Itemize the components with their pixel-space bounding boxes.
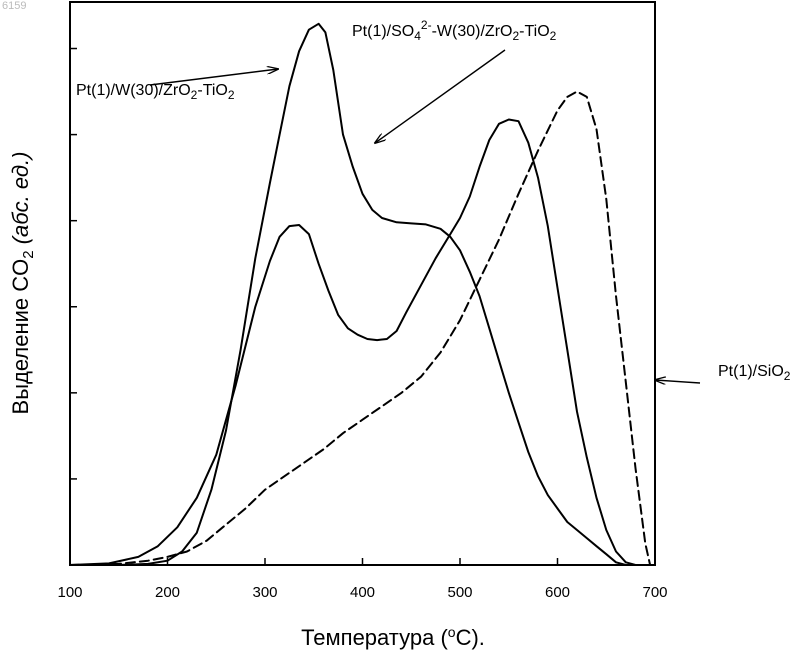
x-axis-title-part: C). [456,625,485,650]
y-axis-title: Выделение CO2 (абс. ед.) [8,152,37,415]
x-axis-title-sup: o [448,624,456,640]
callout-label-part: 2 [550,29,557,43]
x-tick-label: 500 [447,584,472,601]
x-tick-label: 200 [155,584,180,601]
x-tick-label: 300 [252,584,277,601]
x-tick-label: 400 [350,584,375,601]
x-axis-title-part: Температура ( [301,625,448,650]
callout-label-part: 2 [784,369,791,383]
callout-label-part: 2- [421,18,432,32]
callout-arrow [375,50,505,143]
x-tick-label: 700 [642,584,667,601]
series-callout-label: Pt(1)/SiO2 [718,363,791,383]
callout-label-part: Pt(1)/W(30)/ZrO [76,82,191,99]
series-line [70,24,626,565]
x-tick-label: 600 [545,584,570,601]
x-tick-label: 100 [57,584,82,601]
y-axis-title-sub: 2 [20,250,37,258]
series-callout-label: Pt(1)/SO42--W(30)/ZrO2-TiO2 [352,18,557,43]
callout-label-part: Pt(1)/SiO [718,363,784,380]
callout-label-part: Pt(1)/SO [352,23,414,40]
y-axis-title-part: Выделение CO [8,259,33,415]
callout-arrow [655,380,700,383]
callout-label-part: 2 [228,88,235,102]
series-callout-label: Pt(1)/W(30)/ZrO2-TiO2 [76,82,235,102]
x-axis-title: Температура (oC). [301,624,485,650]
callout-label-part: -TiO [519,23,550,40]
callout-label-part: -W(30)/ZrO [432,23,513,40]
callout-label-part: -TiO [197,82,228,99]
y-axis-title-part: (абс. ед.) [8,152,33,251]
